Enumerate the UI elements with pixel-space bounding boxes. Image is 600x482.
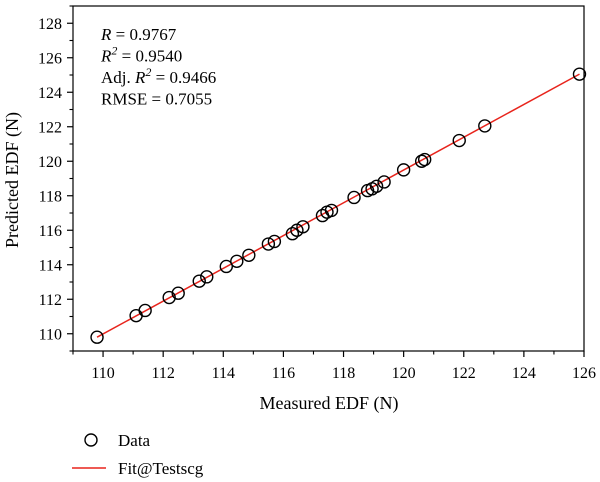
legend-marker-data — [84, 433, 98, 447]
stat-line: RMSE = 0.7055 — [101, 90, 212, 109]
x-tick-label: 116 — [272, 365, 295, 382]
data-point — [261, 237, 276, 251]
data-point — [242, 248, 256, 262]
y-axis-title: Predicted EDF (N) — [2, 112, 23, 248]
y-tick-label: 118 — [39, 188, 62, 205]
x-tick-label: 118 — [332, 365, 355, 382]
y-tick-label: 126 — [38, 50, 62, 67]
legend-label-fit: Fit@Testscg — [118, 459, 204, 478]
x-tick-label: 124 — [512, 365, 536, 382]
x-tick-label: 126 — [572, 365, 596, 382]
y-tick-label: 120 — [38, 154, 62, 171]
data-point — [90, 330, 104, 344]
data-point — [452, 133, 466, 148]
y-tick-label: 114 — [39, 257, 62, 274]
data-point — [219, 259, 234, 274]
data-point — [192, 274, 206, 288]
y-tick-label: 110 — [39, 326, 62, 343]
data-point — [347, 190, 361, 205]
data-point — [200, 270, 214, 284]
data-point — [478, 119, 492, 133]
data-point — [230, 254, 244, 268]
data-point — [396, 163, 411, 177]
plot-area — [90, 67, 587, 344]
data-point — [324, 203, 339, 218]
stat-line: R = 0.9767 — [100, 25, 177, 44]
x-tick-label: 120 — [392, 365, 416, 382]
stat-line: R2 = 0.9540 — [100, 44, 182, 66]
y-tick-label: 116 — [39, 223, 62, 240]
x-tick-label: 114 — [212, 365, 235, 382]
x-axis-title: Measured EDF (N) — [260, 393, 399, 414]
data-point — [377, 175, 391, 189]
y-tick-label: 122 — [38, 119, 62, 136]
fit-line — [96, 73, 580, 338]
axes: 110 112 114 116 118 120 122 124 126 110 112 114 116 1… — [38, 5, 596, 382]
data-point — [572, 67, 587, 81]
data-point — [285, 226, 300, 241]
data-point — [138, 303, 152, 318]
x-tick-label: 110 — [91, 365, 114, 382]
y-tick-label: 124 — [38, 85, 62, 102]
data-point — [369, 179, 384, 193]
x-tick-label: 112 — [151, 365, 174, 382]
legend-label-data: Data — [118, 431, 151, 450]
y-tick-label: 128 — [38, 16, 62, 33]
x-tick-label: 122 — [452, 365, 476, 382]
y-tick-label: 112 — [39, 292, 62, 309]
data-point — [414, 154, 429, 168]
data-point — [171, 286, 185, 300]
data-point — [417, 152, 432, 167]
data-point — [296, 220, 310, 234]
data-point — [267, 234, 282, 249]
stat-line: Adj. R2 = 0.9466 — [101, 65, 216, 87]
legend: Data Fit@Testscg — [72, 431, 204, 478]
data-point — [162, 290, 176, 305]
